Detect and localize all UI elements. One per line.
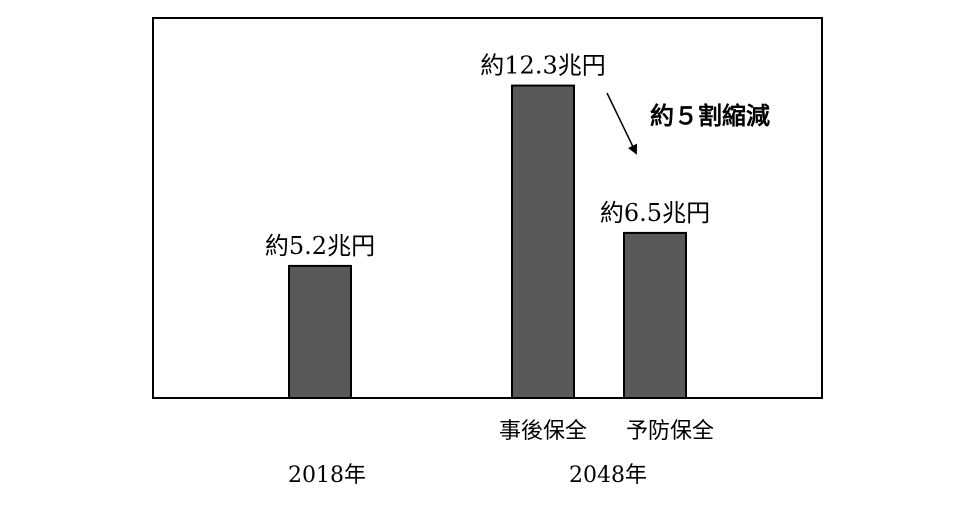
data-label-2048-jigo-hozen: 約12.3兆円 [480, 52, 605, 80]
group-label-2048: 2048年 [569, 463, 647, 488]
data-label-2018: 約5.2兆円 [265, 232, 375, 260]
category-label-jigo-hozen: 事後保全 [499, 419, 587, 444]
bar-2018 [288, 264, 352, 400]
reduction-arrow [606, 92, 638, 155]
reduction-annotation: 約５割縮減 [650, 102, 770, 130]
bar-2048-yobo-hozen [623, 231, 687, 399]
category-label-yobo-hozen: 予防保全 [626, 419, 714, 444]
group-label-2018: 2018年 [288, 463, 366, 488]
plot-frame [152, 17, 823, 399]
bar-2048-jigo-hozen [511, 84, 575, 400]
data-label-2048-yobo-hozen: 約6.5兆円 [600, 199, 710, 227]
